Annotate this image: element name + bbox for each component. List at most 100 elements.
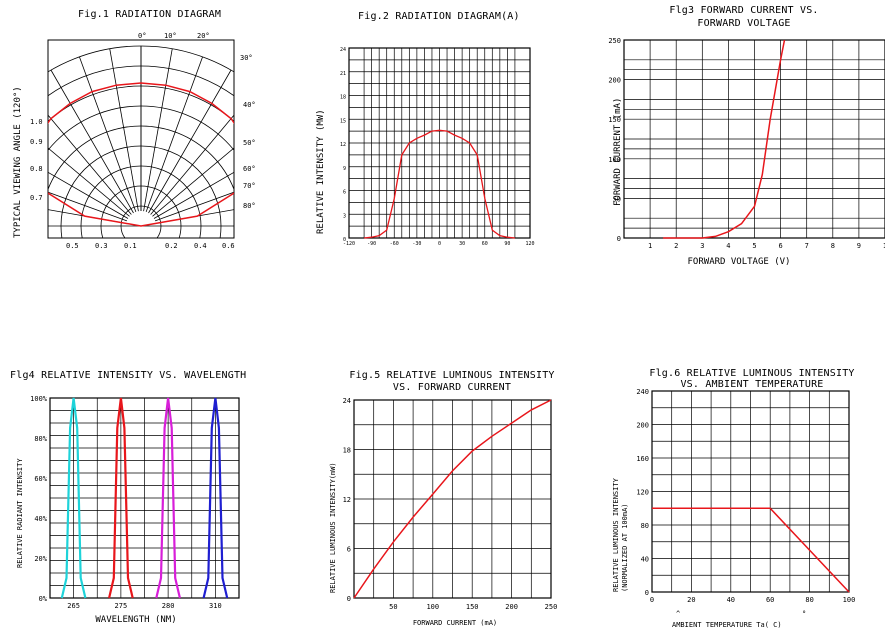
fig3-y-tick-label: 0: [617, 235, 621, 243]
fig6-x-tick-label: 100: [843, 596, 856, 604]
fig3-x-tick-label: 1: [648, 242, 652, 250]
fig2-x-tick-label: -60: [390, 241, 399, 247]
fig1-grid-radial: [48, 191, 128, 222]
fig4-y-tick-label: 20%: [34, 555, 47, 563]
fig6-y-axis-label-line-2: (NORMALIZED AT 100mA): [621, 503, 629, 592]
fig3-title-line-2: FORWARD VOLTAGE: [697, 18, 790, 29]
fig2-x-tick-label: 30: [459, 241, 465, 247]
fig5-x-axis-label: FORWARD CURRENT (mA): [413, 619, 497, 627]
fig1-grid-radial: [48, 114, 132, 215]
fig1-grid-radial: [48, 147, 130, 217]
fig5-x-tick-label: 50: [389, 603, 397, 611]
fig1-x-tick-label-1: 0.5: [66, 242, 79, 250]
fig5-x-tick-label: 200: [505, 603, 518, 611]
fig4-y-tick-label: 40%: [34, 515, 47, 523]
fig3-plot-area: 0 50 100 150 200 250 1 2 3 4 5 6 7 8 9 1: [608, 37, 885, 250]
fig2-y-tick-label: 0: [343, 237, 346, 243]
fig6-frame: [651, 390, 850, 593]
fig2-title: Fig.2 RADIATION DIAGRAM(A): [358, 11, 520, 22]
fig3-x-tick-label: 9: [857, 242, 861, 250]
fig6-y-tick-label: 0: [645, 589, 649, 597]
fig4-series-2: [155, 397, 181, 599]
fig4-title: Flg4 RELATIVE INTENSITY VS. WAVELENGTH: [10, 370, 246, 381]
fig3-x-axis-label: FORWARD VOLTAGE (V): [688, 257, 791, 267]
fig6-y-tick-label: 200: [636, 422, 649, 430]
fig2-x-tick-label: 90: [504, 241, 510, 247]
fig1-x-tick-label-4: 0.2: [165, 242, 178, 250]
fig1-angle-label-70: 70°: [243, 182, 256, 190]
fig4-x-tick-label: 265: [67, 602, 80, 610]
fig4-x-tick-label: 310: [209, 602, 222, 610]
fig5-frame: [353, 399, 552, 599]
fig5-x-tick-label: 250: [545, 603, 558, 611]
fig2-frame: [348, 47, 531, 239]
fig6-y-tick-label: 160: [636, 455, 649, 463]
fig4-series-3: [202, 397, 229, 599]
fig4-y-axis-label: RELATIVE RADIANT INTENSITY: [16, 458, 24, 568]
fig1-grid-radial: [79, 56, 137, 213]
fig6-y-axis-label-line-1: RELATIVE LUMINOUS INTENSITY: [612, 477, 620, 592]
fig1-angle-label-80: 80°: [243, 202, 256, 210]
fig2-y-tick-label: 24: [340, 47, 346, 53]
fig6-title-line-2: VS. AMBIENT TEMPERATURE: [680, 379, 823, 390]
fig2-y-axis-label: RELATIVE INTENSITY (MW): [316, 109, 326, 234]
fig2-x-tick-label: 60: [482, 241, 488, 247]
fig1-grid-radial: [48, 171, 129, 219]
fig3-x-tick-label: 8: [831, 242, 835, 250]
fig1-plot-area: [47, 39, 235, 239]
fig2-y-tick-label: 15: [340, 118, 346, 124]
fig6-y-tick-label: 240: [636, 388, 649, 396]
fig1-angle-label-50: 50°: [243, 139, 256, 147]
fig3-x-tick-label: 2: [674, 242, 678, 250]
fig6-x-tick-label: 80: [805, 596, 813, 604]
fig4-x-axis-label: WAVELENGTH (NM): [95, 615, 176, 625]
fig2-series-0: [364, 129, 515, 239]
fig3-x-tick-label: 7: [805, 242, 809, 250]
fig1-title: Fig.1 RADIATION DIAGRAM: [78, 9, 221, 20]
fig6-x-axis-label: AMBIENT TEMPERATURE Ta( C): [672, 621, 782, 629]
fig1-grid-group: [48, 45, 234, 238]
fig3-y-axis-label: FORWARD CURRENT (mA): [613, 98, 623, 206]
fig5-y-tick-label: 18: [343, 447, 351, 455]
fig3-y-tick-label: 100: [608, 156, 621, 164]
fig1-grid-radial: [145, 56, 203, 213]
fig2-x-tick-label: -90: [367, 241, 376, 247]
fig3-x-tick-label: 6: [778, 242, 782, 250]
fig5-y-tick-label: 0: [347, 595, 351, 603]
fig3-frame: [623, 39, 885, 239]
fig1-angle-label-20: 20°: [197, 32, 210, 40]
fig1-x-tick-label-6: 0.6: [222, 242, 235, 250]
fig5-title-line-1: Fig.5 RELATIVE LUMINOUS INTENSITY: [349, 370, 554, 381]
fig3-y-tick-label: 50: [613, 195, 621, 203]
fig1-y-axis-label: TYPICAL VIEWING ANGLE (120°): [13, 86, 23, 238]
fig5-x-tick-label: 150: [466, 603, 479, 611]
fig1-angle-label-30: 30°: [240, 54, 253, 62]
fig2-x-tick-label: -30: [412, 241, 421, 247]
fig4-x-tick-label: 280: [162, 602, 175, 610]
fig3-x-tick-label: 3: [700, 242, 704, 250]
fig4-relative-intensity-vs-wavelength: Flg4 RELATIVE INTENSITY VS. WAVELENGTH R…: [10, 370, 246, 625]
fig1-grid-radial: [154, 191, 234, 222]
fig2-x-tick-label: 0: [438, 241, 441, 247]
fig1-grid-radial: [143, 48, 173, 212]
fig2-y-tick-label: 21: [340, 71, 346, 77]
fig5-x-tick-label: 100: [426, 603, 439, 611]
fig1-x-tick-label-2: 0.3: [95, 242, 108, 250]
fig4-y-tick-label: 60%: [34, 475, 47, 483]
fig3-y-tick-label: 200: [608, 77, 621, 85]
fig1-grid-radial: [50, 69, 134, 214]
fig2-y-tick-label: 6: [343, 190, 346, 196]
fig3-x-tick-label: 5: [752, 242, 756, 250]
fig5-plot-area: 0 6 12 18 24 50 100 150 200 250: [343, 397, 558, 611]
fig1-left-label-2: 0.9: [30, 138, 43, 146]
fig1-angle-label-60: 60°: [243, 165, 256, 173]
fig3-x-tick-label: 1: [883, 242, 885, 250]
fig4-series-0: [60, 397, 87, 599]
fig6-y-tick-label: 40: [641, 556, 649, 564]
fig2-plot-area: 0 3 6 9 12 15 18 21 24 -120 -90 -60 -30 0 30 60 90 120: [340, 47, 535, 247]
fig2-y-tick-label: 9: [343, 166, 346, 172]
fig2-x-tick-label: -120: [343, 241, 355, 247]
fig6-luminous-intensity-vs-temperature: Flg.6 RELATIVE LUMINOUS INTENSITY VS. AM…: [612, 368, 855, 629]
fig1-grid-radial: [150, 114, 234, 215]
